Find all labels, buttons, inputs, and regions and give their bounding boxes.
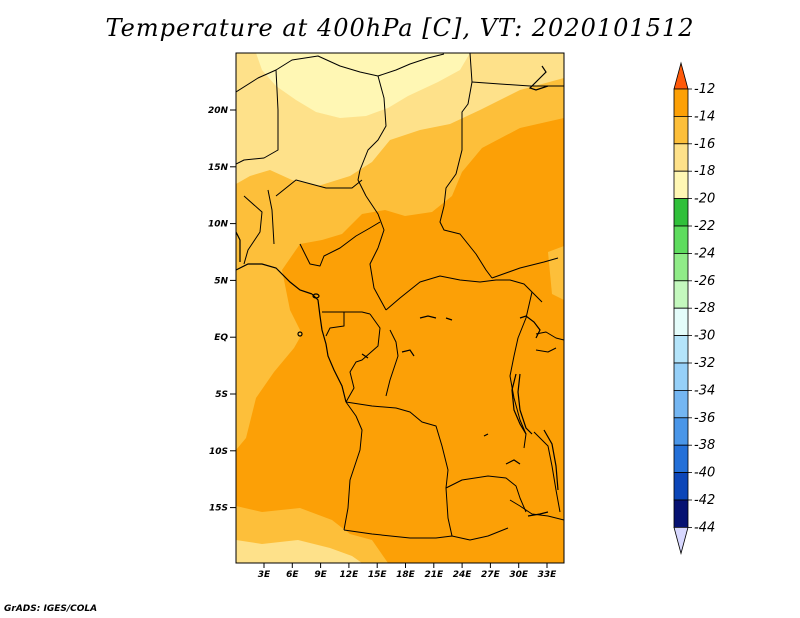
lat-label: 15S [209, 504, 228, 514]
colorbar-label: -18 [694, 164, 715, 179]
lat-label: 5N [214, 276, 228, 286]
colorbar-swatch [673, 116, 689, 145]
lat-label: 10N [208, 220, 229, 230]
coastline-details [236, 65, 559, 517]
colorbar-label: -26 [694, 274, 715, 289]
lon-label: 21E [424, 570, 444, 580]
colorbar-label: -38 [694, 438, 715, 453]
lon-label: 15E [368, 570, 388, 580]
map-frame [235, 52, 565, 564]
colorbar-swatch [673, 444, 689, 474]
colorbar-swatch [673, 335, 689, 364]
lat-label: 5S [215, 390, 228, 400]
colorbar-swatch [673, 170, 689, 199]
colorbar-label: -42 [694, 493, 715, 508]
lat-label: EQ [214, 333, 228, 343]
lon-label: 33E [538, 570, 558, 580]
colorbar-swatch [673, 472, 689, 501]
colorbar-label: -24 [694, 246, 715, 261]
colorbar-swatch [673, 499, 689, 528]
lon-label: 6E [286, 570, 299, 580]
colorbar-swatch [673, 417, 689, 446]
colorbar-label: -30 [694, 329, 715, 344]
colorbar-swatch [673, 362, 689, 391]
colorbar-label: -40 [694, 466, 715, 481]
colorbar-swatch [673, 198, 689, 227]
colorbar-label: -32 [694, 356, 715, 371]
colorbar-swatch [673, 280, 689, 309]
lon-label: 9E [314, 570, 327, 580]
colorbar-label: -28 [694, 301, 715, 316]
colorbar-label: -20 [694, 192, 715, 207]
longitude-axis: 3E 6E 9E 12E 15E 18E 21E 24E 27E 30E 33E [258, 563, 557, 580]
lon-label: 3E [258, 570, 271, 580]
colorbar-swatch [673, 307, 689, 337]
colorbar-label: -16 [694, 137, 715, 152]
colorbar: -12 -14 -16 -18 -20 -22 -24 -26 -28 -30 -32 -34 -36 -… [673, 61, 715, 555]
field-band-minus-22 [256, 53, 470, 118]
colorbar-label: -14 [694, 109, 715, 124]
colorbar-swatch [673, 143, 689, 172]
field-band-minus-20-south [236, 540, 362, 563]
lon-label: 12E [340, 570, 360, 580]
lon-label: 24E [453, 570, 473, 580]
lat-label: 20N [208, 106, 229, 116]
colorbar-label: -44 [694, 520, 715, 535]
lat-label: 10S [209, 447, 228, 457]
colorbar-swatch [673, 88, 689, 117]
country-borders [236, 53, 564, 541]
lat-label: 15N [208, 163, 229, 173]
colorbar-top-arrow [673, 61, 689, 90]
temperature-field [236, 53, 564, 563]
lon-label: 27E [481, 570, 501, 580]
lon-label: 18E [396, 570, 416, 580]
lon-label: 30E [509, 570, 529, 580]
colorbar-label: -22 [694, 219, 715, 234]
colorbar-label: -12 [694, 82, 715, 97]
colorbar-label: -36 [694, 411, 715, 426]
colorbar-label: -34 [694, 383, 715, 398]
latitude-axis: 20N 15N 10N 5N EQ 5S 10S 15S [208, 106, 236, 514]
colorbar-swatch [673, 252, 689, 282]
colorbar-swatch [673, 389, 689, 419]
map-title: Temperature at 400hPa [C], VT: 202010151… [105, 14, 695, 42]
grads-credit: GrADS: IGES/COLA [4, 604, 98, 614]
colorbar-bottom-arrow [673, 527, 689, 555]
colorbar-swatch [673, 225, 689, 254]
